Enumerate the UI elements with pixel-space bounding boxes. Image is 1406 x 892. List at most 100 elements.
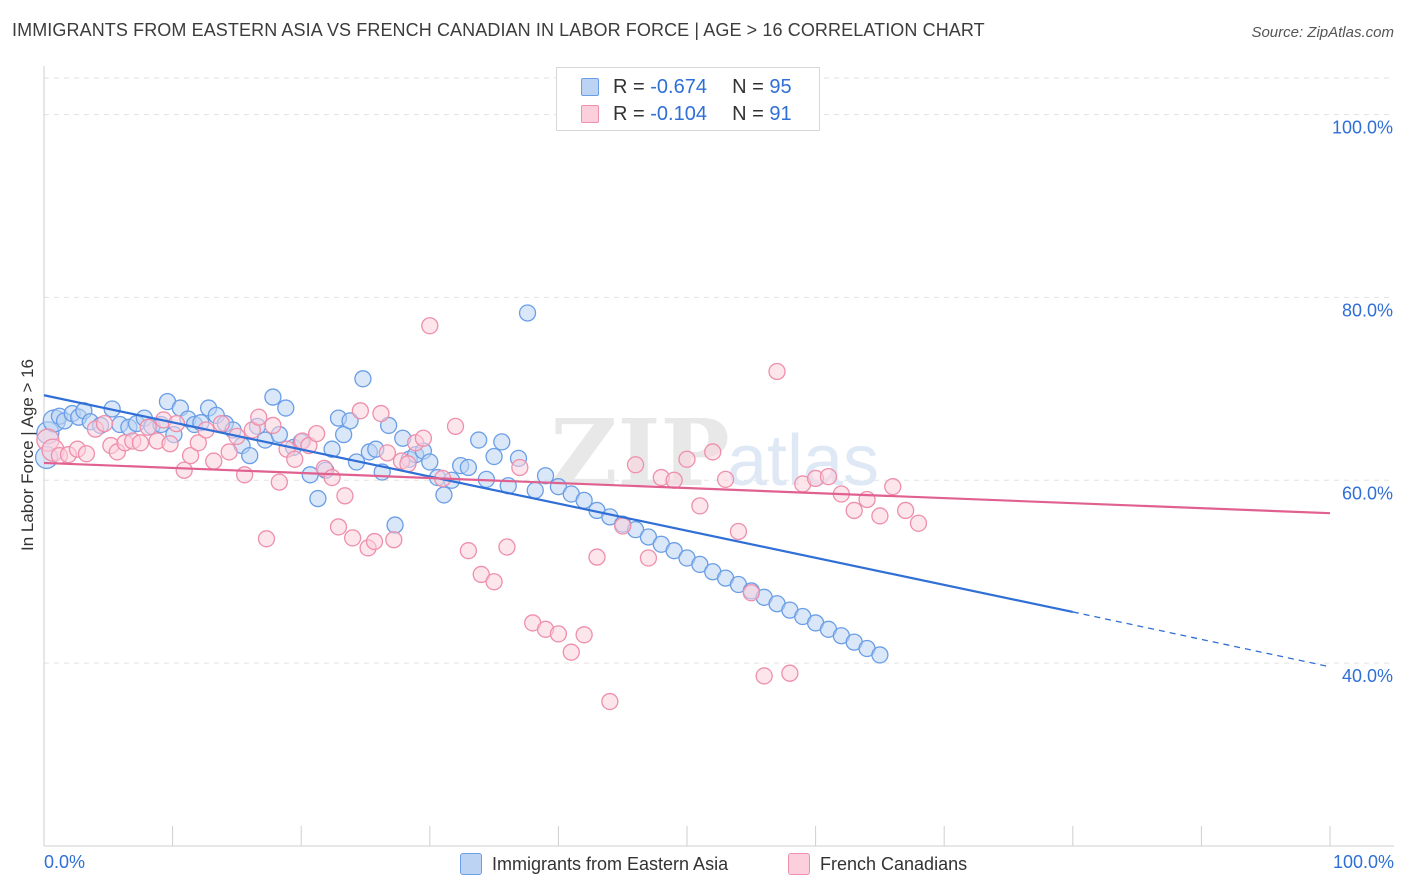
data-point [588,548,606,566]
data-point [704,443,722,461]
trend-line [43,394,1074,614]
legend-n-label: N = [732,103,770,125]
data-point [77,445,96,463]
y-tick-label: 80.0% [1342,300,1393,320]
data-point [301,466,319,484]
data-point [601,692,619,711]
x-tick-label-min: 0.0% [44,852,86,872]
data-point [336,487,354,505]
data-point [498,538,516,556]
data-point [286,450,304,468]
data-point [526,481,544,499]
data-point [549,625,568,643]
data-point [691,555,709,574]
data-point [277,399,295,417]
data-point [470,431,488,449]
data-point [264,416,282,435]
data-point [511,458,529,477]
legend-n-value: 91 [769,103,792,125]
data-point [691,497,709,515]
data-point [341,412,359,430]
legend-swatch-eastern-asia [460,853,482,875]
data-point [626,456,645,474]
series-legend: Immigrants from Eastern Asia French Cana… [0,852,1406,878]
correlation-legend: R = -0.674 N = 95 R = -0.104 N = 91 [556,67,820,131]
data-point [755,667,773,685]
y-tick-labels: 40.0% 60.0% 80.0% 100.0% [1332,118,1393,687]
data-point [459,458,478,477]
data-point [205,452,223,470]
data-point [493,433,511,451]
data-point [386,516,404,534]
data-point [896,501,915,520]
y-axis-label: In Labor Force | Age > 16 [18,358,37,552]
data-point [385,531,403,549]
data-point [678,450,696,468]
data-point [768,362,786,381]
data-point [189,434,207,452]
data-point [220,443,238,461]
data-point [575,626,593,644]
legend-label: French Canadians [820,854,968,874]
data-point [323,468,341,487]
series-french-canadians-points [36,317,928,711]
data-point [354,370,372,388]
data-point [131,434,150,452]
data-point [139,418,157,436]
data-point [309,489,327,508]
data-point [562,643,580,661]
data-point [614,517,632,535]
data-point [235,466,254,484]
y-tick-label: 100.0% [1332,118,1393,138]
data-point [716,470,735,489]
data-point [95,414,114,433]
legend-r-label: R = [613,76,651,98]
legend-label: Immigrants from Eastern Asia [492,854,729,874]
data-point [250,408,268,426]
data-point [781,664,799,682]
data-point [414,429,433,447]
data-point [212,414,231,433]
trend-line-extrapolated [1072,611,1331,668]
legend-n-label: N = [732,76,770,98]
legend-swatch-french-canadians [788,853,810,875]
data-point [421,453,439,471]
data-point [819,467,838,486]
data-point [161,435,179,453]
x-tick-label-max: 100.0% [1332,852,1394,872]
data-point [323,440,341,458]
y-tick-label: 40.0% [1342,666,1393,686]
data-point [329,518,348,536]
data-point [518,304,537,322]
data-point [257,530,276,548]
data-point [264,388,282,406]
data-point [871,507,889,525]
data-point [485,447,503,466]
data-point [378,444,397,462]
data-point [307,425,326,443]
data-point [351,402,370,420]
data-point [639,549,658,567]
data-point [871,646,889,664]
data-point [435,486,453,504]
data-point [884,478,902,496]
trend-lines [43,394,1331,668]
data-point [399,455,417,473]
data-point [175,461,193,479]
legend-n-value: 95 [769,76,792,98]
legend-r-label: R = [613,103,651,125]
data-point [459,542,478,560]
legend-r-value: -0.104 [650,103,707,125]
data-point [372,404,390,423]
data-point [241,446,259,465]
data-point [665,471,683,489]
data-point [446,417,465,435]
chart-title: IMMIGRANTS FROM EASTERN ASIA VS FRENCH C… [12,20,985,40]
data-point [665,542,683,560]
y-tick-label: 60.0% [1342,483,1393,503]
legend-r-value: -0.674 [650,76,707,98]
data-point [639,528,658,546]
data-point [365,532,384,551]
legend-swatch-french-canadians [581,105,599,123]
